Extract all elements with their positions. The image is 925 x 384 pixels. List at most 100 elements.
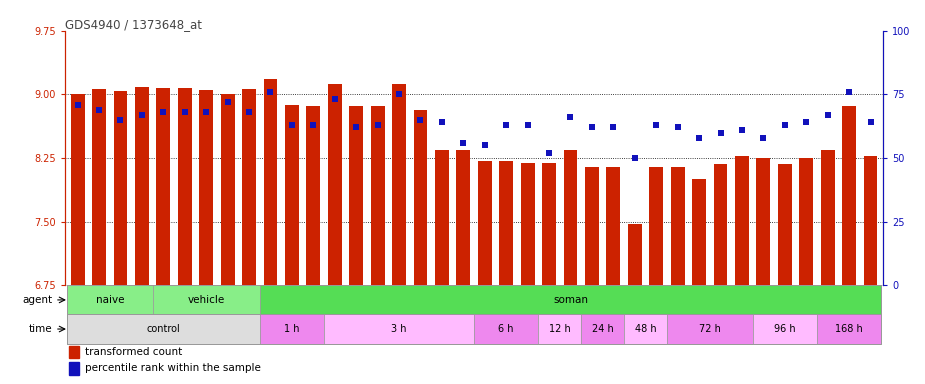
Bar [327, 84, 341, 285]
Point [92, 107, 106, 113]
Text: transformed count: transformed count [85, 347, 182, 357]
Point [391, 91, 406, 98]
Point [70, 101, 85, 108]
Point [241, 109, 256, 115]
Point [585, 124, 599, 131]
Bar [153, 285, 260, 314]
Text: naive: naive [95, 295, 124, 305]
Bar [68, 346, 79, 358]
Text: 3 h: 3 h [391, 324, 407, 334]
Text: 6 h: 6 h [499, 324, 514, 334]
Bar [671, 167, 684, 285]
Bar [260, 314, 324, 344]
Bar [521, 163, 535, 285]
Bar [500, 161, 513, 285]
Point [178, 109, 192, 115]
Bar [242, 89, 256, 285]
Bar [70, 94, 84, 285]
Bar [392, 84, 406, 285]
Point [627, 155, 642, 161]
Bar [178, 88, 191, 285]
Bar [221, 94, 235, 285]
Point [863, 119, 878, 126]
Bar [542, 163, 556, 285]
Bar [350, 106, 364, 285]
Bar [371, 106, 385, 285]
Bar [92, 89, 106, 285]
Point [285, 122, 300, 128]
Bar [114, 91, 128, 285]
Point [349, 124, 364, 131]
Point [477, 142, 492, 148]
Text: 96 h: 96 h [774, 324, 796, 334]
Bar [667, 314, 753, 344]
Bar [649, 167, 663, 285]
Bar [67, 314, 260, 344]
Bar [324, 314, 474, 344]
Text: 48 h: 48 h [635, 324, 657, 334]
Bar [799, 158, 813, 285]
Point [520, 122, 535, 128]
Text: 24 h: 24 h [592, 324, 613, 334]
Text: agent: agent [22, 295, 53, 305]
Point [842, 89, 857, 95]
Bar [753, 314, 817, 344]
Bar [820, 149, 834, 285]
Point [327, 96, 342, 103]
Point [799, 119, 814, 126]
Text: 12 h: 12 h [549, 324, 571, 334]
Point [435, 119, 450, 126]
Point [648, 122, 663, 128]
Bar [285, 104, 299, 285]
Text: percentile rank within the sample: percentile rank within the sample [85, 364, 261, 374]
Point [692, 135, 707, 141]
Text: vehicle: vehicle [188, 295, 225, 305]
Point [263, 89, 278, 95]
Bar [199, 90, 213, 285]
Point [713, 129, 728, 136]
Bar [456, 149, 470, 285]
Point [777, 122, 792, 128]
Point [370, 122, 385, 128]
Point [756, 135, 771, 141]
Point [413, 117, 428, 123]
Bar [67, 285, 153, 314]
Bar [842, 106, 856, 285]
Bar [260, 285, 882, 314]
Point [563, 114, 578, 120]
Bar [581, 314, 624, 344]
Text: time: time [29, 324, 53, 334]
Bar [478, 161, 492, 285]
Bar [624, 314, 667, 344]
Point [734, 127, 749, 133]
Point [306, 122, 321, 128]
Bar [864, 156, 878, 285]
Point [820, 112, 835, 118]
Bar [68, 362, 79, 375]
Point [220, 99, 235, 105]
Text: GDS4940 / 1373648_at: GDS4940 / 1373648_at [65, 18, 202, 31]
Text: 1 h: 1 h [284, 324, 300, 334]
Bar [413, 110, 427, 285]
Bar [474, 314, 538, 344]
Bar [135, 87, 149, 285]
Bar [306, 106, 320, 285]
Text: control: control [146, 324, 180, 334]
Bar [692, 179, 706, 285]
Point [542, 150, 557, 156]
Bar [435, 149, 449, 285]
Bar [607, 167, 621, 285]
Bar [713, 164, 727, 285]
Bar [628, 224, 642, 285]
Bar [538, 314, 581, 344]
Point [606, 124, 621, 131]
Point [156, 109, 171, 115]
Text: soman: soman [553, 295, 588, 305]
Bar [264, 79, 278, 285]
Bar [817, 314, 882, 344]
Point [134, 112, 149, 118]
Point [671, 124, 685, 131]
Bar [585, 167, 598, 285]
Text: 72 h: 72 h [699, 324, 721, 334]
Point [199, 109, 214, 115]
